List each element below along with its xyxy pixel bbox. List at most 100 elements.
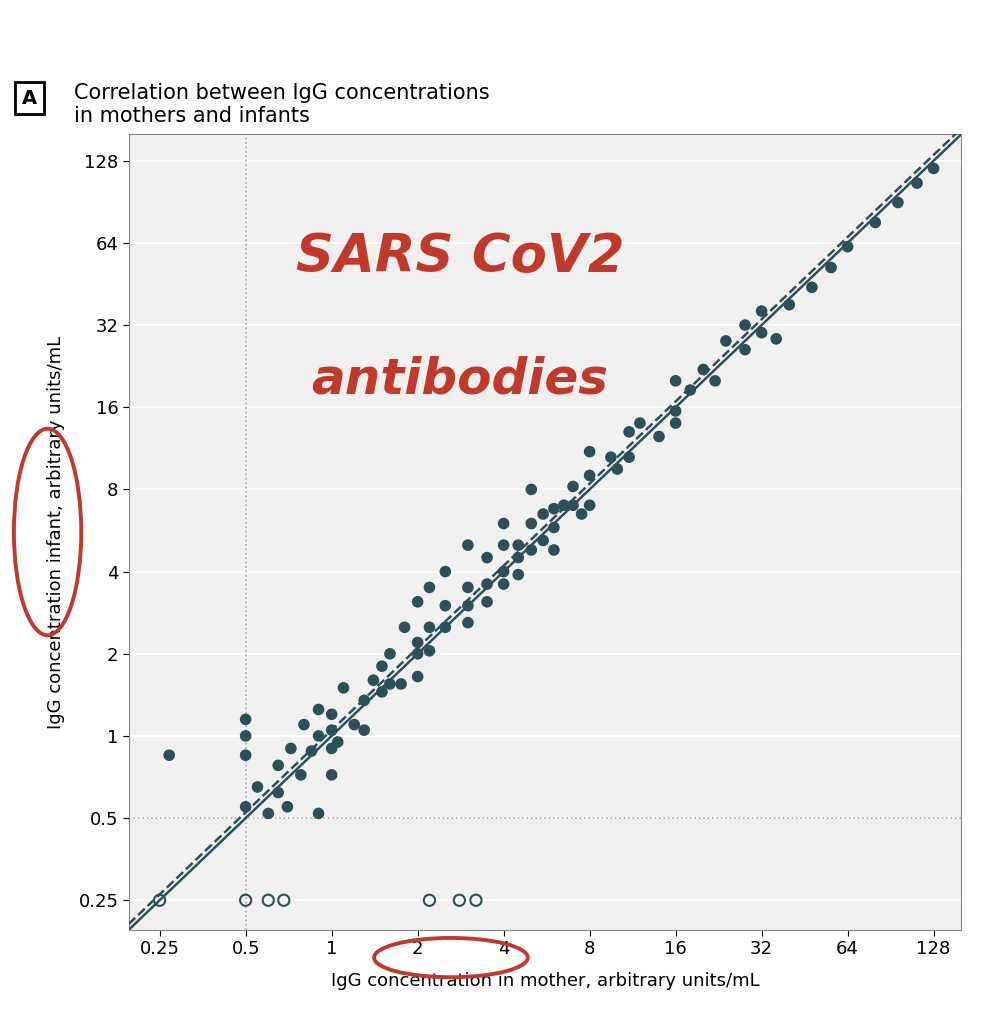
Point [409, 668, 425, 685]
Point [565, 478, 581, 495]
Text: Correlation between IgG concentrations
in mothers and infants: Correlation between IgG concentrations i… [74, 83, 490, 126]
Point [409, 634, 425, 651]
Point [324, 706, 340, 722]
Point [609, 461, 625, 477]
Point [238, 799, 254, 815]
Point [737, 342, 753, 358]
Point [632, 415, 648, 432]
Point [437, 619, 453, 635]
Point [668, 415, 684, 432]
Point [366, 671, 382, 688]
Point [303, 743, 319, 759]
Point [535, 506, 551, 523]
Point [409, 646, 425, 662]
Text: SARS CoV2: SARS CoV2 [296, 231, 624, 283]
Point [271, 784, 286, 801]
Point [510, 566, 526, 583]
Point [479, 594, 495, 611]
Point [556, 497, 572, 513]
Point [374, 658, 389, 675]
Point [621, 424, 637, 440]
Point [582, 443, 598, 460]
Point [152, 891, 167, 908]
Point [421, 619, 437, 635]
Point [336, 680, 352, 696]
Point [565, 497, 581, 513]
Point [460, 615, 476, 631]
Point [737, 317, 753, 334]
Text: A: A [22, 89, 38, 107]
Point [275, 891, 291, 908]
Point [546, 520, 562, 536]
Point [460, 580, 476, 596]
Point [261, 805, 276, 821]
Point [496, 537, 511, 554]
Point [574, 506, 590, 523]
Point [479, 575, 495, 592]
Point [310, 805, 326, 821]
Point [546, 500, 562, 516]
Point [374, 684, 389, 700]
Point [356, 722, 372, 739]
Point [535, 532, 551, 549]
Point [238, 711, 254, 727]
Point [421, 891, 437, 908]
Point [909, 175, 925, 191]
Point [839, 239, 855, 255]
Point [582, 467, 598, 483]
Point [421, 580, 437, 596]
Point [682, 382, 698, 399]
Point [279, 799, 295, 815]
Point [324, 740, 340, 756]
Point [296, 716, 312, 732]
Point [754, 324, 770, 341]
Point [824, 259, 839, 276]
Point [437, 563, 453, 580]
Point [460, 597, 476, 614]
Point [293, 766, 309, 783]
Point [162, 747, 177, 763]
Point [460, 537, 476, 554]
Point [330, 733, 346, 750]
Point [621, 449, 637, 466]
Point [496, 563, 511, 580]
Point [603, 449, 618, 466]
Point [708, 373, 723, 389]
Point [867, 214, 883, 230]
Point [651, 429, 667, 445]
Point [421, 643, 437, 659]
Point [926, 160, 941, 177]
Point [718, 333, 734, 349]
Point [696, 362, 712, 378]
Y-axis label: IgG concentration infant, arbitrary units/mL: IgG concentration infant, arbitrary unit… [47, 336, 64, 728]
Point [238, 891, 254, 908]
Point [283, 740, 299, 756]
Point [437, 597, 453, 614]
Point [238, 727, 254, 744]
Point [768, 331, 784, 347]
Point [546, 541, 562, 558]
Point [346, 716, 362, 732]
Point [310, 727, 326, 744]
Point [890, 194, 906, 211]
Point [781, 296, 797, 313]
Point [668, 403, 684, 419]
Point [382, 676, 397, 692]
Point [668, 373, 684, 389]
Point [804, 279, 820, 295]
Point [523, 481, 539, 498]
Point [238, 747, 254, 763]
X-axis label: IgG concentration in mother, arbitrary units/mL: IgG concentration in mother, arbitrary u… [331, 972, 759, 990]
Point [479, 550, 495, 566]
Point [510, 537, 526, 554]
Point [754, 303, 770, 319]
Point [396, 619, 412, 635]
Point [496, 575, 511, 592]
Point [261, 891, 276, 908]
Point [523, 541, 539, 558]
Point [496, 515, 511, 532]
Point [324, 722, 340, 739]
Point [510, 550, 526, 566]
Point [582, 497, 598, 513]
Point [310, 701, 326, 718]
